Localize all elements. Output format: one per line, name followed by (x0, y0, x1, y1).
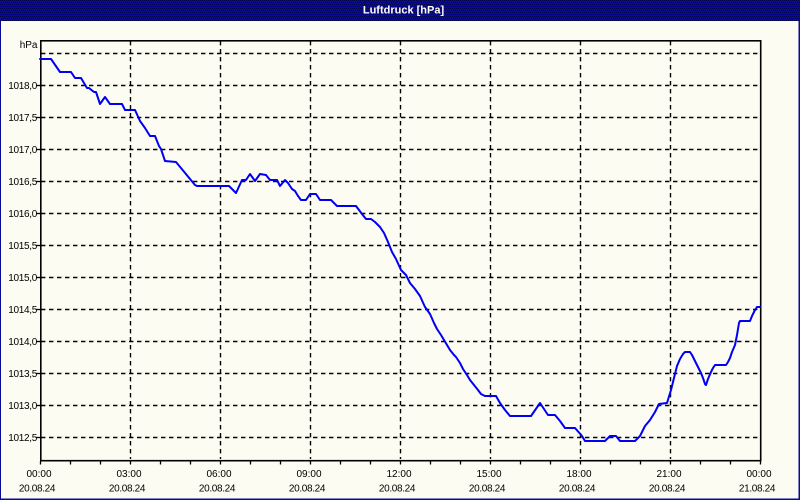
svg-text:20.08.24: 20.08.24 (649, 484, 686, 495)
svg-text:20.08.24: 20.08.24 (469, 484, 506, 495)
svg-text:1016,0: 1016,0 (8, 209, 38, 220)
svg-text:1013,0: 1013,0 (8, 401, 38, 412)
svg-text:1012,5: 1012,5 (8, 433, 38, 444)
svg-text:1017,5: 1017,5 (8, 113, 38, 124)
svg-text:20.08.24: 20.08.24 (109, 484, 146, 495)
svg-text:00:00: 00:00 (26, 469, 51, 480)
svg-text:00:00: 00:00 (746, 469, 771, 480)
svg-text:18:00: 18:00 (566, 469, 591, 480)
svg-text:15:00: 15:00 (476, 469, 501, 480)
svg-text:1014,0: 1014,0 (8, 337, 38, 348)
svg-text:1013,5: 1013,5 (8, 369, 38, 380)
svg-text:20.08.24: 20.08.24 (559, 484, 596, 495)
svg-text:1018,0: 1018,0 (8, 81, 38, 92)
svg-text:20.08.24: 20.08.24 (289, 484, 326, 495)
svg-text:21:00: 21:00 (656, 469, 681, 480)
svg-text:09:00: 09:00 (296, 469, 321, 480)
svg-text:1014,5: 1014,5 (8, 305, 38, 316)
svg-text:21.08.24: 21.08.24 (739, 484, 776, 495)
svg-text:12:00: 12:00 (386, 469, 411, 480)
svg-text:20.08.24: 20.08.24 (199, 484, 236, 495)
svg-text:Luftdruck [hPa]: Luftdruck [hPa] (363, 5, 445, 17)
svg-text:20.08.24: 20.08.24 (379, 484, 416, 495)
svg-text:06:00: 06:00 (206, 469, 231, 480)
svg-text:1015,5: 1015,5 (8, 241, 38, 252)
svg-text:03:00: 03:00 (116, 469, 141, 480)
svg-text:1016,5: 1016,5 (8, 177, 38, 188)
svg-text:1017,0: 1017,0 (8, 145, 38, 156)
svg-text:20.08.24: 20.08.24 (19, 484, 56, 495)
svg-text:1015,0: 1015,0 (8, 273, 38, 284)
svg-text:hPa: hPa (20, 40, 38, 51)
